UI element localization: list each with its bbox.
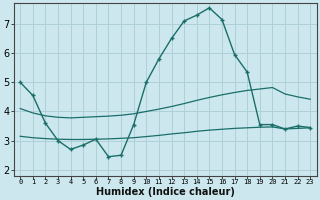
X-axis label: Humidex (Indice chaleur): Humidex (Indice chaleur) xyxy=(96,187,235,197)
